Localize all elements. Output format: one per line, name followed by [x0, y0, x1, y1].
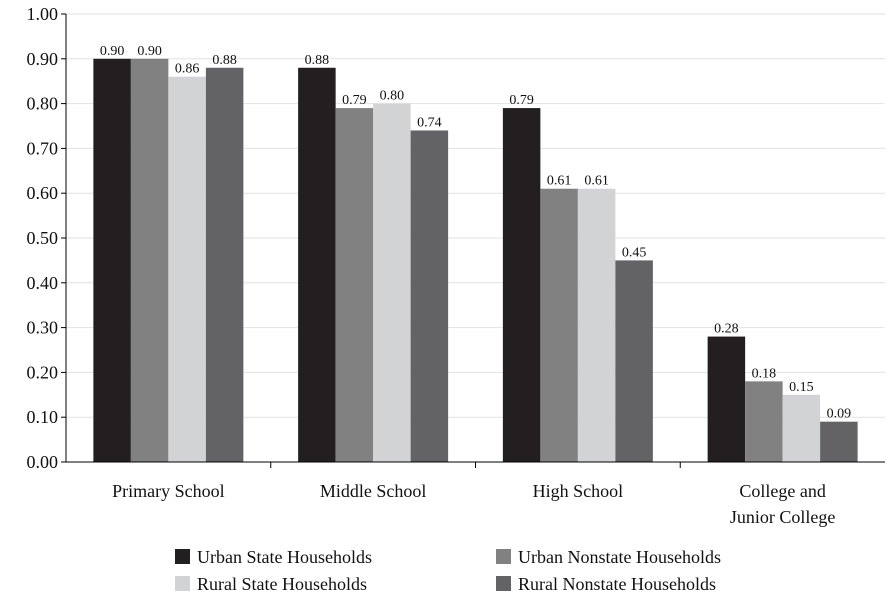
legend-label: Rural Nonstate Households	[518, 574, 716, 594]
data-label: 0.28	[714, 322, 739, 337]
bar	[93, 58, 131, 463]
legend-swatch	[496, 576, 511, 591]
bar	[540, 188, 578, 462]
data-label: 0.18	[752, 366, 777, 381]
bar	[205, 67, 244, 462]
category-label: High School	[533, 481, 624, 501]
y-tick-label: 0.50	[27, 228, 59, 248]
bar	[615, 260, 653, 462]
category-label: Primary School	[112, 481, 225, 501]
data-label: 0.61	[584, 174, 609, 189]
data-label: 0.74	[417, 115, 442, 130]
bar	[820, 421, 858, 462]
data-label: 0.86	[175, 62, 200, 77]
data-label: 0.90	[100, 44, 125, 59]
bars: 0.90 0.90 0.86 0.88 0.88 0.79 0.80 0.74 0.79 0.61…	[93, 44, 858, 463]
bar	[373, 103, 411, 462]
legend-label: Urban Nonstate Households	[518, 547, 721, 567]
bar	[502, 108, 541, 462]
bar	[577, 188, 616, 462]
bar	[130, 58, 169, 463]
y-tick-label: 0.10	[27, 407, 59, 427]
data-label: 0.45	[622, 245, 647, 260]
data-label: 0.15	[789, 380, 814, 395]
y-tick-label: 0.40	[27, 273, 59, 293]
bar	[745, 381, 783, 462]
axes: 0.000.100.200.300.400.500.600.700.800.90…	[27, 4, 885, 527]
bar	[168, 76, 206, 462]
bar	[410, 130, 449, 463]
legend-swatch	[496, 549, 511, 564]
legend: Urban State Households Urban Nonstate Hou…	[175, 547, 721, 594]
bar	[707, 336, 746, 462]
y-tick-label: 0.70	[27, 138, 59, 158]
bar	[298, 67, 336, 462]
legend-swatch	[175, 549, 190, 564]
y-tick-label: 1.00	[27, 4, 59, 24]
legend-label: Urban State Households	[197, 547, 372, 567]
y-tick-label: 0.30	[27, 318, 59, 338]
data-label: 0.90	[137, 44, 162, 59]
data-label: 0.88	[212, 53, 237, 68]
category-label: Middle School	[320, 481, 427, 501]
legend-swatch	[175, 576, 190, 591]
category-label: College and	[739, 481, 825, 501]
data-label: 0.88	[305, 53, 330, 68]
category-label: Junior College	[730, 507, 836, 527]
data-label: 0.61	[547, 174, 572, 189]
y-tick-label: 0.20	[27, 362, 59, 382]
data-label: 0.09	[827, 407, 852, 422]
y-tick-label: 0.00	[27, 452, 59, 472]
data-label: 0.79	[509, 93, 534, 108]
data-label: 0.80	[380, 89, 405, 104]
y-tick-label: 0.60	[27, 183, 59, 203]
y-tick-label: 0.80	[27, 94, 59, 114]
data-label: 0.79	[342, 93, 367, 108]
bar	[335, 108, 374, 462]
y-tick-label: 0.90	[27, 49, 59, 69]
legend-label: Rural State Households	[197, 574, 367, 594]
bar	[782, 394, 821, 462]
